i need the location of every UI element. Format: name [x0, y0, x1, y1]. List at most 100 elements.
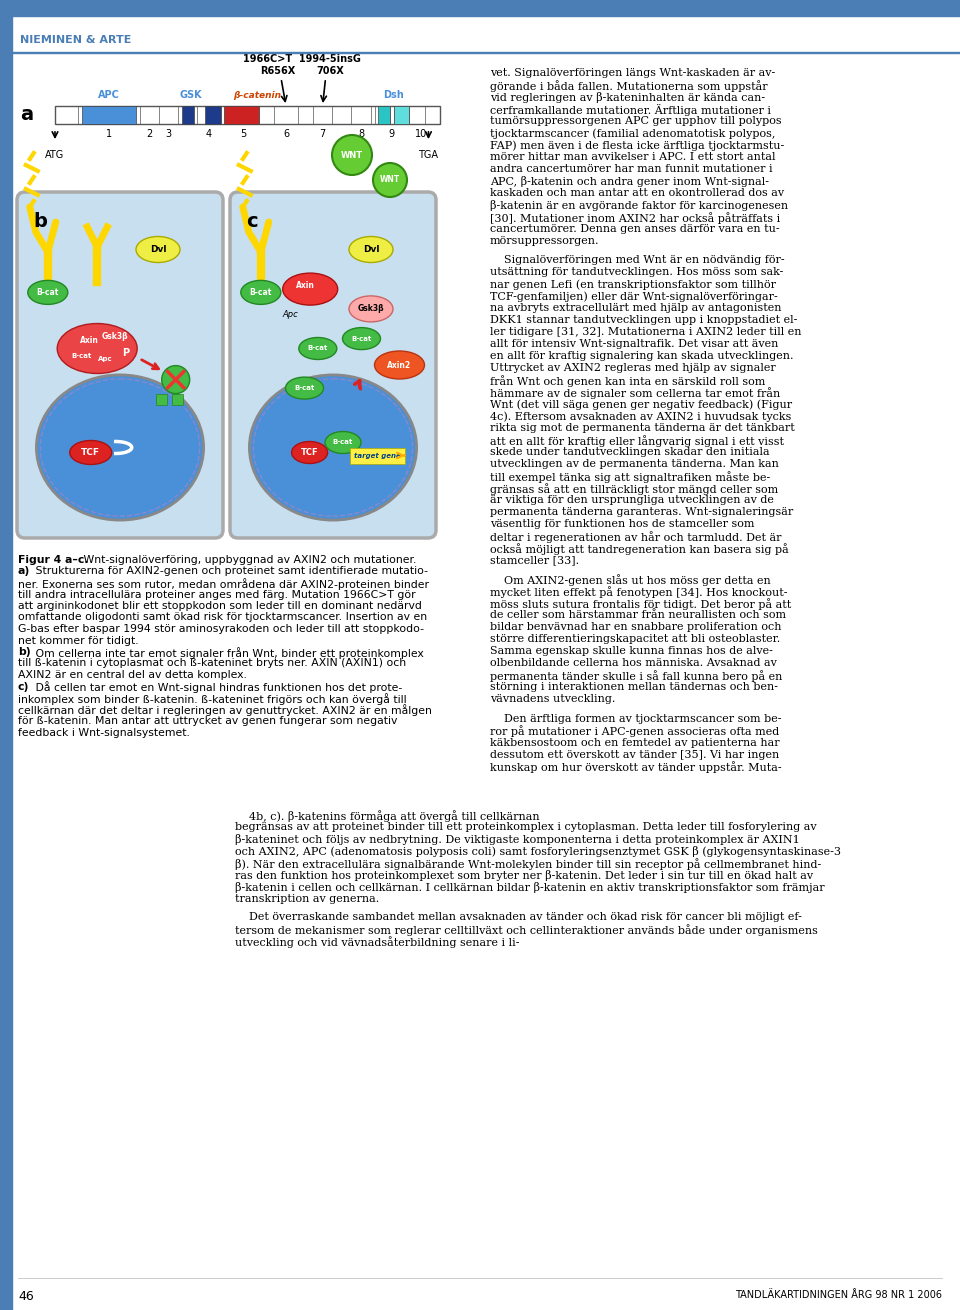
Bar — [378, 106, 390, 124]
Text: a): a) — [18, 566, 31, 576]
Text: för ß-katenin. Man antar att uttrycket av genen fungerar som negativ: för ß-katenin. Man antar att uttrycket a… — [18, 717, 397, 726]
Text: cancertumörer. Denna gen anses därför vara en tu-: cancertumörer. Denna gen anses därför va… — [490, 224, 780, 234]
Text: [30]. Mutationer inom AXIN2 har också påträffats i: [30]. Mutationer inom AXIN2 har också på… — [490, 212, 780, 224]
Text: möss sluts sutura frontalis för tidigt. Det beror på att: möss sluts sutura frontalis för tidigt. … — [490, 599, 791, 610]
Ellipse shape — [343, 328, 380, 350]
Bar — [225, 106, 259, 124]
Text: Apc: Apc — [282, 309, 298, 318]
Text: 4b, c). β-katenins förmåga att övergå till cellkärnan: 4b, c). β-katenins förmåga att övergå ti… — [235, 810, 540, 821]
Text: Wnt (det vill säga genen ger negativ feedback) (Figur: Wnt (det vill säga genen ger negativ fee… — [490, 400, 792, 410]
Text: omfattande oligodonti samt ökad risk för tjocktarmscancer. Insertion av en: omfattande oligodonti samt ökad risk för… — [18, 613, 427, 622]
Text: också möjligt att tandregeneration kan basera sig på: också möjligt att tandregeneration kan b… — [490, 544, 789, 555]
Text: tersom de mekanismer som reglerar celltillväxt och cellinteraktioner används båd: tersom de mekanismer som reglerar cellti… — [235, 924, 818, 935]
Circle shape — [332, 135, 372, 176]
Text: rikta sig mot de permanenta tänderna är det tänkbart: rikta sig mot de permanenta tänderna är … — [490, 423, 795, 434]
Text: TANDLÄKARTIDNINGEN ÅRG 98 NR 1 2006: TANDLÄKARTIDNINGEN ÅRG 98 NR 1 2006 — [735, 1290, 942, 1300]
Text: Det överraskande sambandet mellan avsaknaden av tänder och ökad risk för cancer : Det överraskande sambandet mellan avsakn… — [235, 912, 802, 922]
Text: kaskaden och man antar att en okontrollerad dos av: kaskaden och man antar att en okontrolle… — [490, 189, 784, 198]
Text: Om cellerna inte tar emot signaler från Wnt, binder ett proteinkomplex: Om cellerna inte tar emot signaler från … — [32, 647, 423, 659]
Text: WNT: WNT — [380, 176, 400, 185]
Text: TCF-genfamiljen) eller där Wnt-signalöverföringar-: TCF-genfamiljen) eller där Wnt-signalöve… — [490, 291, 778, 301]
Text: B-cat: B-cat — [71, 354, 91, 359]
Text: vet. Signalöverföringen längs Wnt-kaskaden är av-: vet. Signalöverföringen längs Wnt-kaskad… — [490, 68, 776, 79]
Bar — [0, 0, 960, 16]
Ellipse shape — [292, 441, 327, 464]
Text: Strukturerna för AXIN2-genen och proteinet samt identifierade mutatio-: Strukturerna för AXIN2-genen och protein… — [32, 566, 428, 576]
Text: hämmare av de signaler som cellerna tar emot från: hämmare av de signaler som cellerna tar … — [490, 388, 780, 400]
Text: käkbensostoom och en femtedel av patienterna har: käkbensostoom och en femtedel av patient… — [490, 738, 780, 748]
Ellipse shape — [349, 237, 393, 262]
Text: gränsas så att en tillräckligt stor mängd celler som: gränsas så att en tillräckligt stor mäng… — [490, 483, 779, 495]
Text: B-cat: B-cat — [351, 335, 372, 342]
Text: från Wnt och genen kan inta en särskild roll som: från Wnt och genen kan inta en särskild … — [490, 375, 765, 386]
Text: Då cellen tar emot en Wnt-signal hindras funktionen hos det prote-: Då cellen tar emot en Wnt-signal hindras… — [32, 681, 402, 693]
Text: tjocktarmscancer (familial adenomatotisk polypos,: tjocktarmscancer (familial adenomatotisk… — [490, 128, 776, 139]
Text: FAP) men även i de flesta icke ärftliga tjocktarmstu-: FAP) men även i de flesta icke ärftliga … — [490, 140, 784, 151]
Text: ror på mutationer i APC-genen associeras ofta med: ror på mutationer i APC-genen associeras… — [490, 726, 780, 738]
Text: utveckling och vid vävnadsåterbildning senare i li-: utveckling och vid vävnadsåterbildning s… — [235, 937, 519, 948]
Circle shape — [161, 365, 190, 393]
Text: nar genen Lefi (en transkriptionsfaktor som tillhör: nar genen Lefi (en transkriptionsfaktor … — [490, 279, 776, 290]
Text: R656X: R656X — [260, 66, 296, 76]
Text: 706X: 706X — [317, 66, 345, 76]
Ellipse shape — [374, 351, 424, 379]
Text: skede under tandutvecklingen skadar den initiala: skede under tandutvecklingen skadar den … — [490, 447, 770, 457]
Ellipse shape — [36, 375, 204, 520]
Text: störning i interaktionen mellan tändernas och ben-: störning i interaktionen mellan tänderna… — [490, 683, 778, 693]
Text: b: b — [33, 212, 47, 231]
Text: olbenbildande cellerna hos människa. Avsaknad av: olbenbildande cellerna hos människa. Avs… — [490, 659, 777, 668]
Text: till andra intracellulära proteiner anges med färg. Mutation 1966C>T gör: till andra intracellulära proteiner ange… — [18, 590, 416, 600]
Ellipse shape — [282, 272, 338, 305]
Text: Dvl: Dvl — [150, 245, 166, 254]
Text: bildar benvävnad har en snabbare proliferation och: bildar benvävnad har en snabbare prolife… — [490, 622, 781, 633]
Text: Axin2: Axin2 — [388, 360, 412, 369]
Text: cellkärnan där det deltar i regleringen av genuttrycket. AXIN2 är en målgen: cellkärnan där det deltar i regleringen … — [18, 705, 432, 717]
Text: utsättning för tandutvecklingen. Hos möss som sak-: utsättning för tandutvecklingen. Hos mös… — [490, 267, 783, 278]
Ellipse shape — [136, 237, 180, 262]
Text: 1966C>T  1994-5insG: 1966C>T 1994-5insG — [243, 54, 361, 64]
Text: större differentieringskapacitet att bli osteoblaster.: större differentieringskapacitet att bli… — [490, 634, 780, 645]
Text: Uttrycket av AXIN2 regleras med hjälp av signaler: Uttrycket av AXIN2 regleras med hjälp av… — [490, 363, 776, 373]
Text: feedback i Wnt-signalsystemet.: feedback i Wnt-signalsystemet. — [18, 727, 190, 738]
Text: 4: 4 — [206, 128, 212, 139]
Text: 9: 9 — [389, 128, 395, 139]
Bar — [0, 16, 12, 1310]
Text: ATG: ATG — [45, 151, 64, 160]
Text: c): c) — [18, 681, 30, 692]
Text: TGA: TGA — [419, 151, 439, 160]
Text: vävnadens utveckling.: vävnadens utveckling. — [490, 694, 615, 705]
Text: 5: 5 — [241, 128, 247, 139]
Text: NIEMINEN & ARTE: NIEMINEN & ARTE — [20, 35, 132, 45]
Text: Axin: Axin — [296, 280, 315, 290]
Text: 7: 7 — [320, 128, 325, 139]
Text: mörsuppressorgen.: mörsuppressorgen. — [490, 236, 599, 246]
Text: Samma egenskap skulle kunna finnas hos de alve-: Samma egenskap skulle kunna finnas hos d… — [490, 646, 773, 656]
Text: b): b) — [18, 647, 31, 658]
Text: begränsas av att proteinet binder till ett proteinkomplex i cytoplasman. Detta l: begränsas av att proteinet binder till e… — [235, 821, 817, 832]
Text: TCF: TCF — [82, 448, 100, 457]
Text: Dsh: Dsh — [383, 90, 404, 100]
Text: andra cancertumörer har man funnit mutationer i: andra cancertumörer har man funnit mutat… — [490, 164, 773, 174]
Bar — [182, 106, 194, 124]
Text: Apc: Apc — [98, 355, 112, 362]
Text: B-cat: B-cat — [295, 385, 315, 392]
Text: 46: 46 — [18, 1290, 34, 1303]
Text: B-cat: B-cat — [307, 346, 328, 351]
Ellipse shape — [58, 324, 137, 373]
Ellipse shape — [325, 431, 361, 453]
Text: β). När den extracellulära signalbärande Wnt-molekylen binder till sin receptor : β). När den extracellulära signalbärande… — [235, 858, 821, 870]
Text: AXIN2 är en central del av detta komplex.: AXIN2 är en central del av detta komplex… — [18, 669, 247, 680]
Text: väsentlig för funktionen hos de stamceller som: väsentlig för funktionen hos de stamcell… — [490, 519, 755, 529]
Ellipse shape — [299, 338, 337, 359]
Bar — [82, 106, 136, 124]
Bar — [394, 106, 409, 124]
Text: och AXIN2, APC (adenomatosis polyposis coli) samt fosforyleringsenztymet GSK β (: och AXIN2, APC (adenomatosis polyposis c… — [235, 846, 841, 857]
Bar — [55, 106, 440, 124]
Text: APC, β-katenin och andra gener inom Wnt-signal-: APC, β-katenin och andra gener inom Wnt-… — [490, 176, 769, 187]
Text: net kommer för tidigt.: net kommer för tidigt. — [18, 635, 138, 646]
Text: ner. Exonerna ses som rutor, medan områdena där AXIN2-proteinen binder: ner. Exonerna ses som rutor, medan områd… — [18, 578, 429, 590]
Bar — [205, 106, 221, 124]
Ellipse shape — [28, 280, 68, 304]
Ellipse shape — [70, 440, 111, 465]
Circle shape — [373, 162, 407, 196]
